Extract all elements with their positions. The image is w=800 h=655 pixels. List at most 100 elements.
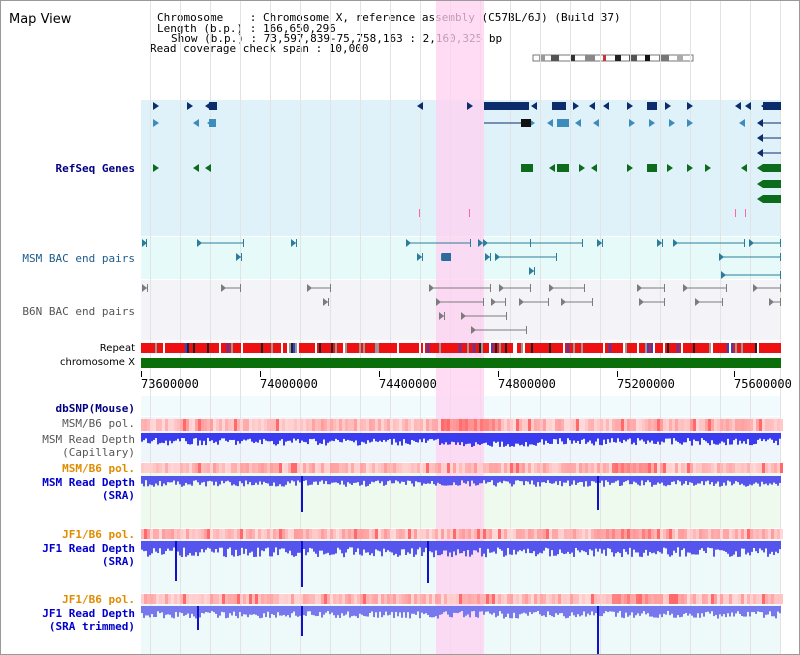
read-depth-bar [721,606,723,617]
track-label-jf1-depth-sra-1[interactable]: JF1 Read Depth [42,542,135,555]
read-depth-bar [299,606,301,616]
read-depth-bar [605,476,607,481]
polymorphism-cell [516,463,519,473]
polymorphism-cell [711,529,714,539]
track-label-msm-bac[interactable]: MSM BAC end pairs [22,252,135,265]
read-depth-bar [303,433,305,442]
polymorphism-cell [708,594,711,604]
read-depth-bar [769,433,771,439]
track-label-repeat[interactable]: Repeat [99,343,135,354]
read-depth-bar [647,476,649,481]
track-label-dbsnp[interactable]: dbSNP(Mouse) [55,402,135,415]
gene-feature [153,119,159,127]
read-depth-bar [693,476,695,486]
read-depth-bar [167,541,169,549]
bac-end-pair [406,239,411,247]
read-depth-bar [179,476,181,485]
read-depth-bar [281,476,283,487]
track-label-msm-b6-pol-2[interactable]: MSM/B6 pol. [62,462,135,475]
track-label-jf1-b6-pol-2[interactable]: JF1/B6 pol. [62,593,135,606]
repeat-segment [583,343,585,353]
chromosome-ideogram[interactable] [529,53,697,63]
read-depth-bar [543,433,545,445]
read-depth-bar [691,606,693,616]
polymorphism-cell [282,594,285,604]
read-depth-bar [455,433,457,445]
read-depth-bar [269,476,271,486]
read-depth-bar [551,541,553,551]
track-label-jf1-depth-trim-1[interactable]: JF1 Read Depth [42,607,135,620]
polymorphism-cell [537,463,540,473]
read-depth-bar [487,606,489,612]
polymorphism-cell [189,463,192,473]
polymorphism-cell [411,529,414,539]
repeat-segment [189,343,191,353]
polymorphism-cell [636,419,639,431]
read-depth-bar [719,541,721,551]
polymorphism-cell [486,594,489,604]
read-depth-bar [191,541,193,556]
track-label-refseq-genes[interactable]: RefSeq Genes [55,162,135,175]
read-depth-bar [517,433,519,444]
track-label-jf1-depth-sra-2: (SRA) [101,555,135,568]
read-depth-bar [185,541,187,557]
polymorphism-cell [291,529,294,539]
read-depth-bar [255,606,257,615]
read-depth-bar [739,476,741,485]
read-depth-bar [391,541,393,553]
read-depth-bar [369,433,371,443]
polymorphism-cell [654,594,657,604]
track-label-msm-depth-cap-1[interactable]: MSM Read Depth [42,433,135,446]
polymorphism-cell [717,463,720,473]
track-label-msm-depth-sra-1[interactable]: MSM Read Depth [42,476,135,489]
read-depth-bar [481,433,483,444]
polymorphism-cell [411,463,414,473]
track-label-b6n-bac[interactable]: B6N BAC end pairs [22,305,135,318]
read-depth-bar [477,541,479,553]
read-depth-bar [189,541,191,554]
track-label-jf1-b6-pol-1[interactable]: JF1/B6 pol. [62,528,135,541]
read-depth-bar [489,476,491,482]
polymorphism-cell [426,463,429,473]
read-depth-bar [443,541,445,551]
polymorphism-cell [555,419,558,431]
read-depth-bar [371,606,373,612]
read-depth-bar [571,541,573,553]
read-depth-bar [719,606,721,615]
polymorphism-cell [210,529,213,539]
read-depth-bar [253,541,255,557]
track-label-msm-b6-pol-1[interactable]: MSM/B6 pol. [62,417,135,430]
repeat-segment [589,343,591,353]
polymorphism-cell [579,463,582,473]
polymorphism-cell [729,463,732,473]
polymorphism-cell [654,529,657,539]
repeat-segment [353,343,355,353]
read-depth-bar [475,476,477,486]
repeat-segment [339,343,341,353]
read-depth-bar [273,476,275,483]
read-depth-bar [549,433,551,444]
read-depth-bar [769,541,771,554]
repeat-segment [297,343,299,353]
read-depth-bar [191,476,193,486]
track-label-chromosome[interactable]: chromosome X [60,357,135,368]
read-depth-bar [231,541,233,556]
polymorphism-cell [246,463,249,473]
polymorphism-cell [645,419,648,431]
polymorphism-cell [393,463,396,473]
read-depth-bar [275,541,277,548]
read-depth-bar [633,476,635,482]
polymorphism-cell [774,594,777,604]
read-depth-bar [721,476,723,486]
polymorphism-cell [333,529,336,539]
read-depth-bar [555,606,557,614]
read-depth-bar [625,476,627,482]
gene-feature [187,102,193,110]
polymorphism-cell [144,463,147,473]
polymorphism-cell [291,419,294,431]
polymorphism-cell [642,529,645,539]
polymorphism-cell [480,594,483,604]
polymorphism-cell [735,594,738,604]
read-depth-bar [601,606,603,617]
